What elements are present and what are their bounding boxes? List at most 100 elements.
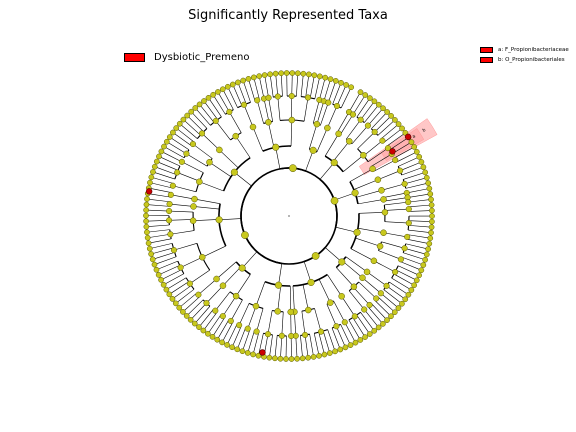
branch-line	[295, 335, 298, 359]
branch-line	[291, 73, 293, 97]
taxon-node	[347, 342, 354, 348]
taxon-node	[166, 291, 173, 298]
branch-line	[332, 141, 350, 162]
branch-line	[166, 141, 187, 154]
branch-line	[322, 330, 331, 354]
taxon-node	[278, 332, 285, 339]
taxon-node	[230, 168, 238, 176]
branch-line	[357, 227, 384, 234]
taxon-node	[364, 122, 371, 129]
clade-arc	[218, 203, 227, 247]
taxon-node	[362, 92, 369, 98]
taxon-node	[428, 202, 435, 208]
branch-line	[407, 234, 431, 239]
branch-line	[408, 225, 432, 228]
branch-line	[406, 188, 430, 194]
taxon-node	[351, 313, 358, 320]
branch-line	[186, 153, 208, 167]
branch-line	[309, 75, 315, 98]
taxon-node	[253, 328, 260, 335]
taxon-node	[327, 299, 334, 306]
taxon-node	[166, 134, 173, 140]
taxon-node	[361, 306, 368, 313]
clade-highlight-labels: ba	[412, 127, 427, 140]
taxon-node	[189, 217, 197, 224]
branch-line	[399, 161, 422, 171]
taxon-node	[240, 77, 247, 84]
taxon-node	[144, 234, 151, 241]
branch-line	[408, 210, 432, 212]
taxon-node	[239, 348, 246, 355]
branch-line	[169, 210, 194, 213]
taxon-node	[422, 169, 429, 176]
branch-line	[230, 299, 243, 322]
branch-line	[163, 146, 185, 158]
taxon-node	[375, 101, 382, 108]
taxon-node	[304, 94, 312, 101]
branch-line	[147, 193, 171, 198]
taxon-node	[180, 116, 187, 123]
taxon-node	[373, 295, 380, 302]
branch-line	[357, 131, 375, 150]
taxon-node	[163, 286, 170, 293]
taxon-node	[245, 76, 252, 82]
taxon-node	[147, 179, 153, 186]
branch-line	[268, 97, 273, 122]
branch-line	[383, 197, 408, 202]
branch-line	[383, 192, 407, 198]
branch-line	[172, 185, 197, 193]
taxon-node	[317, 328, 325, 335]
taxon-node	[272, 143, 280, 151]
branch-line	[156, 260, 178, 271]
branch-line	[248, 78, 256, 102]
taxon-node	[229, 81, 236, 88]
taxon-node	[143, 212, 149, 219]
taxon-node	[384, 109, 390, 115]
taxon-node	[191, 195, 198, 203]
taxon-node	[423, 174, 430, 181]
branch-line	[175, 289, 195, 304]
branch-line	[398, 156, 420, 167]
taxon-node	[161, 143, 167, 150]
branch-line	[199, 181, 224, 192]
taxon-node	[343, 82, 349, 88]
branch-line	[281, 311, 284, 336]
branch-line	[314, 308, 322, 332]
branch-line	[327, 80, 337, 103]
branch-line	[256, 100, 264, 124]
branch-line	[234, 172, 252, 187]
taxon-node	[209, 333, 216, 340]
branch-line	[336, 84, 347, 107]
branch-line	[353, 286, 370, 306]
highlight-label-b: b	[421, 127, 427, 134]
branch-line	[371, 111, 388, 129]
branch-line	[296, 73, 299, 97]
branch-line	[151, 247, 174, 255]
branch-line	[264, 75, 269, 98]
taxon-node	[349, 111, 357, 118]
branch-line	[198, 278, 217, 295]
taxon-node	[369, 165, 376, 173]
taxon-node	[333, 102, 341, 110]
branch-line	[161, 151, 183, 163]
branch-line	[179, 123, 198, 139]
branch-line	[277, 285, 282, 312]
branch-line	[181, 161, 204, 173]
branch-line	[269, 334, 273, 358]
taxon-node	[327, 76, 334, 83]
branch-line	[313, 333, 320, 356]
clade-legend-swatch-a	[480, 47, 493, 53]
taxon-node	[429, 218, 435, 225]
branch-line	[172, 132, 192, 147]
taxon-node	[205, 94, 212, 101]
taxon-node	[418, 267, 425, 274]
taxon-node	[316, 73, 323, 80]
branch-line	[146, 209, 170, 212]
taxon-node	[333, 323, 340, 330]
taxon-node	[252, 302, 260, 310]
taxon-node	[399, 300, 405, 307]
taxon-node	[392, 268, 399, 276]
branch-line	[222, 266, 242, 286]
taxon-node	[399, 125, 405, 132]
branch-line	[158, 156, 181, 167]
